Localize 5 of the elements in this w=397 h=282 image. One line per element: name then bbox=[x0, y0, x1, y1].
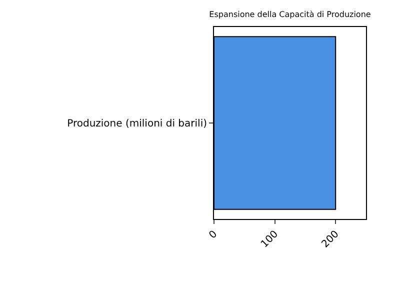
x-tick-label: 200 bbox=[320, 228, 342, 250]
chart-title: Espansione della Capacità di Produzione bbox=[209, 10, 371, 19]
x-tick-label: 100 bbox=[259, 228, 280, 250]
x-tick-label: 0 bbox=[207, 228, 220, 242]
y-tick-label: Produzione (milioni di barili) bbox=[67, 118, 208, 130]
